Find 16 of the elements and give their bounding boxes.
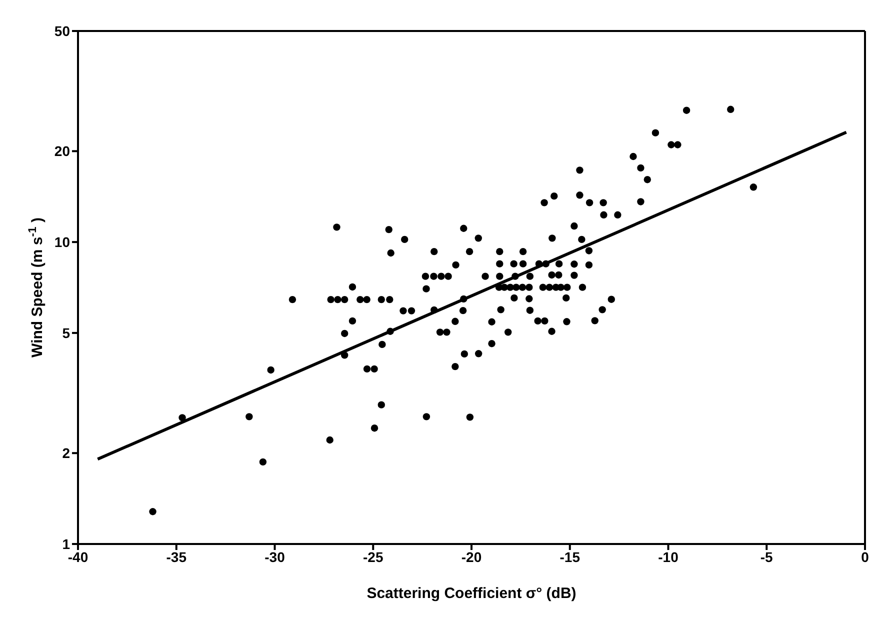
x-tick-label: -40	[68, 548, 88, 565]
x-tick-label: -25	[363, 548, 384, 565]
y-tick-label: 10	[54, 234, 70, 250]
x-tick-label: -20	[461, 548, 482, 565]
x-tick-label: -5	[760, 548, 774, 565]
y-tick-label: 1	[62, 536, 70, 552]
x-tick-label: -30	[264, 548, 286, 565]
y-tick-label: 5	[62, 324, 70, 341]
x-tick-label: -10	[658, 548, 679, 565]
x-tick-label: 0	[861, 548, 870, 565]
y-tick-label: 2	[62, 445, 70, 462]
x-axis-title: Scattering Coefficient σ° (dB)	[366, 585, 576, 602]
x-tick-label: -35	[166, 548, 187, 565]
x-tick-label: -15	[560, 548, 580, 565]
y-tick-label: 20	[54, 143, 70, 160]
y-tick-label: 50	[54, 22, 70, 39]
